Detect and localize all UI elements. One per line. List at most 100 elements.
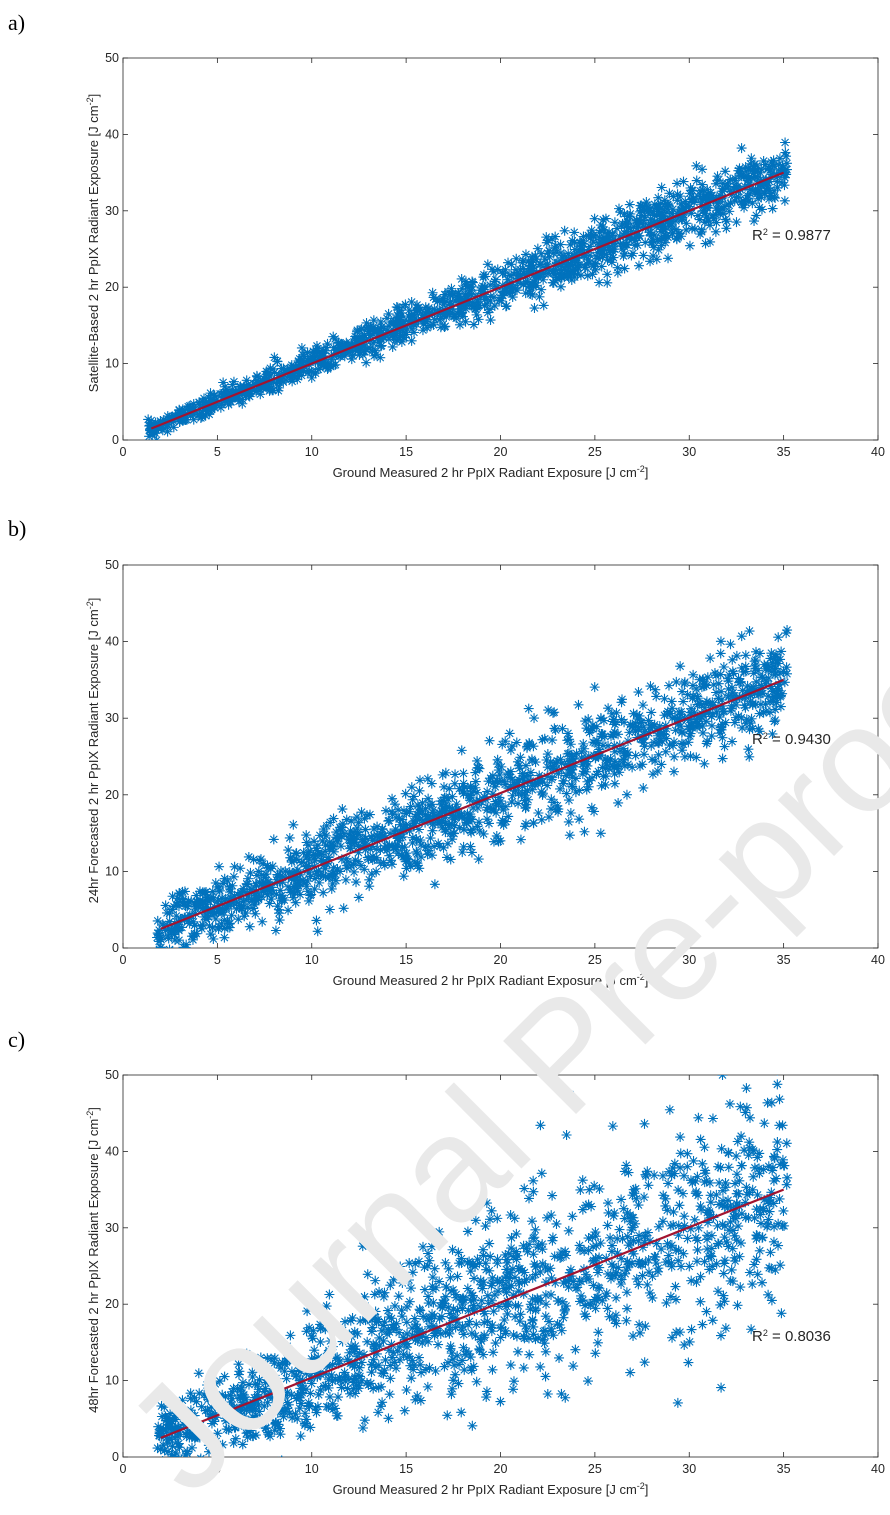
scatter-point: [624, 232, 635, 243]
scatter-point: [305, 871, 316, 882]
scatter-point: [461, 303, 472, 314]
scatter-point: [154, 925, 165, 936]
scatter-point: [435, 322, 446, 333]
scatter-point: [647, 1271, 658, 1282]
scatter-point: [178, 894, 189, 905]
scatter-point: [536, 814, 547, 825]
scatter-point: [714, 190, 725, 201]
scatter-point: [666, 1240, 677, 1251]
scatter-point: [671, 1327, 682, 1338]
scatter-point: [612, 262, 623, 273]
scatter-point: [447, 303, 458, 314]
scatter-point: [623, 759, 634, 770]
scatter-point: [190, 908, 201, 919]
scatter-point: [733, 181, 744, 192]
scatter-point: [746, 172, 757, 183]
scatter-point: [410, 1258, 421, 1269]
scatter-point: [299, 1420, 310, 1431]
scatter-point: [286, 360, 297, 371]
scatter-point: [422, 1381, 433, 1392]
scatter-point: [467, 276, 478, 287]
scatter-point: [500, 736, 511, 747]
scatter-point: [758, 1203, 769, 1214]
scatter-point: [452, 1350, 463, 1361]
scatter-point: [482, 259, 493, 270]
scatter-point: [345, 825, 356, 836]
scatter-point: [202, 894, 213, 905]
scatter-point: [398, 1338, 409, 1349]
scatter-point: [194, 397, 205, 408]
scatter-point: [262, 381, 273, 392]
scatter-point: [649, 1251, 660, 1262]
scatter-point: [416, 852, 427, 863]
scatter-point: [200, 1405, 211, 1416]
scatter-point: [621, 1315, 632, 1326]
scatter-point: [589, 1180, 600, 1191]
scatter-point: [578, 738, 589, 749]
scatter-point: [231, 903, 242, 914]
scatter-point: [482, 1316, 493, 1327]
scatter-point: [332, 1352, 343, 1363]
scatter-point: [400, 299, 411, 310]
scatter-point: [653, 192, 664, 203]
scatter-point: [574, 237, 585, 248]
scatter-point: [211, 1436, 222, 1447]
scatter-point: [315, 1384, 326, 1395]
scatter-point: [208, 933, 219, 944]
scatter-point: [172, 893, 183, 904]
scatter-point: [203, 1394, 214, 1405]
scatter-point: [315, 1323, 326, 1334]
scatter-point: [740, 661, 751, 672]
scatter-point: [465, 781, 476, 792]
scatter-point: [533, 1295, 544, 1306]
scatter-point: [401, 848, 412, 859]
scatter-point: [323, 1345, 334, 1356]
scatter-point: [235, 1404, 246, 1415]
scatter-point: [301, 1414, 312, 1425]
scatter-point: [558, 1312, 569, 1323]
scatter-point: [282, 1353, 293, 1364]
scatter-point: [207, 922, 218, 933]
scatter-point: [513, 1276, 524, 1287]
scatter-point: [173, 897, 184, 908]
scatter-point: [488, 266, 499, 277]
scatter-point: [406, 323, 417, 334]
scatter-point: [603, 242, 614, 253]
scatter-point: [424, 1362, 435, 1373]
scatter-point: [413, 1352, 424, 1363]
scatter-point: [218, 1399, 229, 1410]
scatter-point: [465, 1352, 476, 1363]
scatter-point: [440, 1291, 451, 1302]
scatter-point: [622, 1231, 633, 1242]
scatter-point: [717, 1199, 728, 1210]
scatter-point: [539, 1338, 550, 1349]
scatter-point: [524, 1193, 535, 1204]
scatter-point: [671, 1294, 682, 1305]
scatter-point: [240, 383, 251, 394]
scatter-point: [746, 713, 757, 724]
scatter-point: [337, 804, 348, 815]
scatter-point: [453, 1378, 464, 1389]
scatter-point: [522, 785, 533, 796]
scatter-point: [723, 1148, 734, 1159]
scatter-point: [218, 392, 229, 403]
scatter-point: [144, 420, 155, 431]
scatter-point: [406, 782, 417, 793]
scatter-point: [782, 1172, 793, 1183]
scatter-point: [175, 1409, 186, 1420]
scatter-point: [470, 782, 481, 793]
scatter-point: [570, 773, 581, 784]
scatter-point: [656, 240, 667, 251]
scatter-point: [448, 1304, 459, 1315]
scatter-point: [191, 890, 202, 901]
scatter-point: [594, 1283, 605, 1294]
scatter-point: [435, 1328, 446, 1339]
scatter-point: [235, 381, 246, 392]
scatter-point: [751, 1233, 762, 1244]
scatter-point: [680, 196, 691, 207]
scatter-point: [493, 792, 504, 803]
scatter-point: [168, 422, 179, 433]
scatter-point: [328, 862, 339, 873]
scatter-point: [279, 895, 290, 906]
scatter-point: [548, 763, 559, 774]
